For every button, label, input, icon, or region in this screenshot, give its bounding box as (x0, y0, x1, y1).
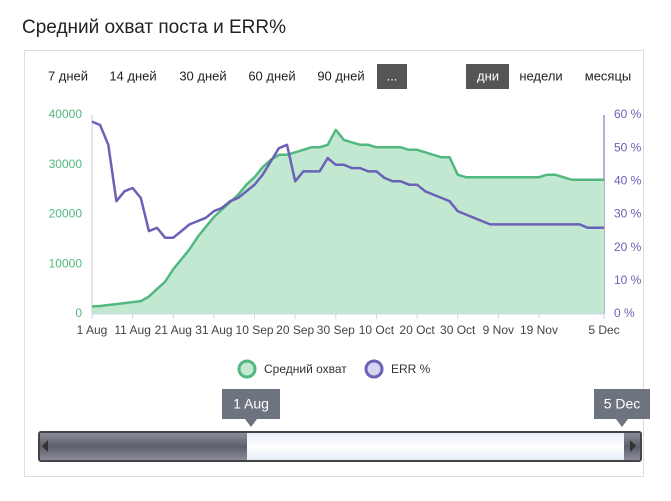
series-line (91, 120, 604, 239)
x-tick-label: 10 Oct (359, 323, 395, 337)
navigator-label-bg (594, 389, 650, 427)
x-tick-label: 31 Aug (195, 323, 232, 337)
range-button[interactable]: ... (387, 68, 398, 83)
series-line (91, 128, 604, 308)
y2-tick-label: 50 % (614, 140, 642, 154)
x-tick-label: 10 Sep (236, 323, 274, 337)
x-tick-label: 20 Sep (276, 323, 314, 337)
x-tick-label: 11 Aug (114, 323, 150, 337)
chart-title: Средний охват поста и ERR% (22, 17, 286, 38)
x-tick-label: 9 Nov (483, 323, 514, 337)
range-button[interactable]: 30 дней (179, 68, 226, 83)
y-tick-label: 20000 (49, 207, 83, 221)
legend-marker[interactable] (237, 359, 257, 379)
y-tick-label: 0 (75, 306, 82, 320)
navigator-label: 1 Aug (233, 396, 269, 412)
navigator-arrow (630, 440, 636, 452)
range-button-bg (377, 64, 407, 89)
y-tick-label: 40000 (49, 107, 83, 121)
legend-label[interactable]: ERR % (391, 362, 431, 376)
interval-button[interactable]: недели (519, 68, 562, 83)
legend-label[interactable]: Средний охват (264, 362, 347, 376)
range-button[interactable]: 90 дней (317, 68, 364, 83)
x-tick-label: 30 Oct (440, 323, 476, 337)
x-tick-label: 1 Aug (77, 323, 108, 337)
y2-tick-label: 10 % (614, 273, 642, 287)
range-button[interactable]: 7 дней (48, 68, 88, 83)
x-tick-label: 5 Dec (588, 323, 619, 337)
x-tick-label: 30 Sep (317, 323, 355, 337)
y-tick-label: 30000 (49, 157, 83, 171)
navigator-label-bg (222, 389, 280, 427)
navigator-mask (40, 433, 247, 460)
range-button[interactable]: 14 дней (109, 68, 156, 83)
y2-tick-label: 20 % (614, 240, 642, 254)
y2-tick-label: 40 % (614, 174, 642, 188)
range-button[interactable]: 60 дней (248, 68, 295, 83)
legend-marker[interactable] (364, 359, 384, 379)
area (92, 129, 604, 314)
interval-button[interactable]: месяцы (585, 68, 632, 83)
navigator-selection[interactable] (247, 433, 624, 460)
navigator-label: 5 Dec (604, 396, 641, 412)
y2-tick-label: 30 % (614, 207, 642, 221)
navigator-arrow (42, 440, 48, 452)
interval-button-bg (466, 64, 509, 89)
y2-tick-label: 0 % (614, 306, 635, 320)
y2-tick-label: 60 % (614, 107, 642, 121)
x-tick-label: 20 Oct (399, 323, 435, 337)
x-tick-label: 19 Nov (520, 323, 558, 337)
interval-button[interactable]: дни (477, 68, 499, 83)
x-tick-label: 21 Aug (155, 323, 192, 337)
y-tick-label: 10000 (49, 256, 83, 270)
